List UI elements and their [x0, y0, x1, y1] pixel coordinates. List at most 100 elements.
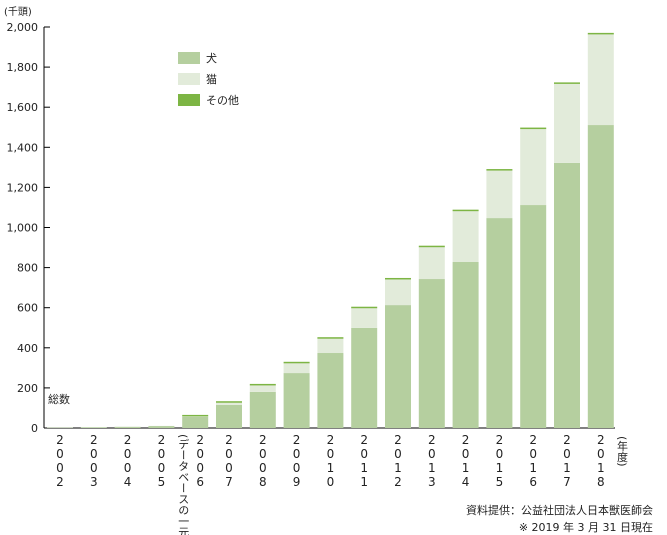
bar-cat-2012 [385, 279, 411, 306]
bar-other-2006 [182, 414, 209, 417]
x-tick-label-2004: 4 [124, 475, 132, 489]
x-tick-label-2017: 2 [563, 433, 571, 447]
x-tick-label-2003: 0 [90, 461, 98, 475]
x-tick-label-2012: 2 [394, 475, 402, 489]
legend-label-1: 猫 [206, 73, 217, 86]
bar-dog-2012 [385, 305, 411, 428]
y-tick-label: 2,000 [7, 21, 39, 34]
x-tick-label-2010: 0 [327, 447, 335, 461]
x-tick-label-2006: 0 [196, 461, 204, 475]
legend-swatch-1 [178, 73, 200, 85]
x-tick-label-2006: 2 [196, 433, 204, 447]
bar-dog-2016 [520, 205, 547, 428]
x-tick-label-2003: 2 [90, 433, 98, 447]
x-tick-label-2014: 4 [462, 475, 470, 489]
y-tick-label: 800 [17, 262, 38, 275]
bar-dog-2018 [587, 125, 614, 429]
x-tick-label-2005: 0 [158, 461, 166, 475]
bar-cat-2017 [554, 83, 580, 163]
x-tick-label-2005: 0 [158, 447, 166, 461]
y-tick-label: 0 [31, 422, 38, 435]
y-tick-label: 1,200 [7, 181, 39, 194]
legend-label-0: 犬 [206, 51, 217, 65]
x-tick-label-2003: 3 [90, 475, 98, 489]
x-tick-label-2011: 0 [360, 447, 368, 461]
bar-other-2011 [351, 306, 378, 309]
x-tick-label-2009: 0 [293, 447, 301, 461]
x-tick-label-2004: 0 [124, 461, 132, 475]
legend-swatch-0 [178, 52, 200, 64]
x-tick-label-2010: 1 [327, 461, 335, 475]
x-tick-label-2009: 9 [293, 475, 301, 489]
y-tick-label: 1,800 [7, 61, 39, 74]
x-tick-label-2010: 2 [327, 433, 335, 447]
x-tick-label-2002: 2 [56, 433, 64, 447]
bar-dog-2007 [216, 404, 242, 428]
bar-dog-2013 [418, 279, 445, 428]
x-tick-label-2018: 2 [597, 433, 605, 447]
x-tick-label-2007: 2 [225, 433, 233, 447]
bar-cat-2006 [182, 415, 209, 417]
x-tick-label-2013: 3 [428, 475, 436, 489]
x-tick-label-2011: 2 [360, 433, 368, 447]
x-tick-label-2008: 0 [259, 461, 267, 475]
x-tick-label-2018: 8 [597, 475, 605, 489]
x-tick-label-2013: 1 [428, 461, 436, 475]
x-note-2006: (データベースの一元化) [177, 434, 190, 535]
legend-swatch-2 [178, 94, 200, 106]
x-tick-label-2012: 2 [394, 433, 402, 447]
date-note: ※ 2019 年 3 月 31 日現在 [518, 521, 653, 534]
x-tick-label-2002: 0 [56, 461, 64, 475]
x-tick-label-2015: 2 [496, 433, 504, 447]
bar-dog-2005 [148, 426, 175, 428]
x-tick-label-2009: 2 [293, 433, 301, 447]
x-tick-label-2013: 2 [428, 433, 436, 447]
bar-other-2012 [385, 277, 411, 280]
bar-cat-2013 [418, 246, 445, 280]
bar-dog-2014 [452, 261, 479, 428]
x-tick-label-2003: 0 [90, 447, 98, 461]
x-tick-label-2007: 7 [225, 475, 233, 489]
y-tick-label: 400 [17, 342, 38, 355]
x-tick-label-2017: 0 [563, 447, 571, 461]
bar-dog-2003 [80, 427, 107, 428]
bar-other-2010 [317, 337, 344, 339]
bar-dog-2008 [249, 391, 276, 428]
x-tick-label-2015: 0 [496, 447, 504, 461]
x-tick-label-2017: 1 [563, 461, 571, 475]
x-tick-label-2017: 7 [563, 475, 571, 489]
bar-other-2008 [249, 383, 276, 386]
bar-cat-2008 [249, 384, 276, 392]
bar-dog-2004 [114, 426, 141, 428]
bar-other-2014 [452, 209, 479, 212]
x-tick-label-2014: 1 [462, 461, 470, 475]
bar-cat-2007 [216, 402, 242, 405]
y-tick-label: 1,400 [7, 141, 39, 154]
x-tick-label-2012: 0 [394, 447, 402, 461]
x-tick-label-2018: 1 [597, 461, 605, 475]
x-tick-label-2012: 1 [394, 461, 402, 475]
bar-cat-2015 [486, 170, 513, 219]
y-unit-label: (千頭) [4, 6, 32, 18]
bar-dog-2006 [182, 416, 209, 428]
bar-other-2015 [486, 169, 513, 171]
y-tick-label: 1,600 [7, 101, 39, 114]
x-tick-label-2014: 2 [462, 433, 470, 447]
x-tick-label-2008: 8 [259, 475, 267, 489]
bar-other-2007 [216, 401, 242, 403]
x-tick-label-2008: 0 [259, 447, 267, 461]
x-tick-label-2004: 0 [124, 447, 132, 461]
bar-dog-2010 [317, 353, 344, 428]
bar-other-2016 [520, 127, 547, 130]
y-tick-label: 200 [17, 382, 38, 395]
x-tick-label-2015: 1 [496, 461, 504, 475]
bar-dog-2009 [283, 373, 310, 428]
x-tick-label-2005: 2 [158, 433, 166, 447]
x-tick-label-2002: 2 [56, 475, 64, 489]
bar-cat-2014 [452, 210, 479, 262]
bar-other-2018 [587, 32, 614, 35]
x-tick-label-2009: 0 [293, 461, 301, 475]
legend-label-2: その他 [206, 94, 239, 107]
